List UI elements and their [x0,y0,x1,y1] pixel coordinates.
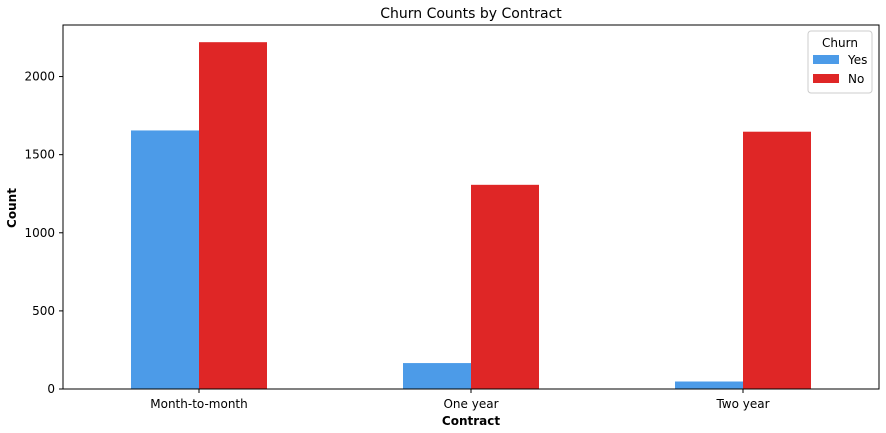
bar-no-0 [199,42,267,390]
bar-no-1 [471,184,539,389]
y-tick-label: 0 [47,382,55,396]
plot-area: 0 500 1000 1500 2000 Month-to-month One year Tw… [24,24,880,411]
chart-title: Churn Counts by Contract [380,6,562,22]
x-tick-label: Two year [715,397,769,411]
y-tick-label: 500 [32,304,55,318]
legend-title: Churn [822,36,858,50]
y-tick-label: 2000 [24,70,55,84]
x-tick-label: One year [443,397,498,411]
bar-yes-1 [403,363,471,389]
legend-label-no: No [848,72,864,86]
y-tick-label: 1500 [24,148,55,162]
legend: Churn Yes No [807,30,873,94]
bar-yes-2 [675,381,743,389]
legend-label-yes: Yes [847,53,867,67]
legend-swatch-yes [813,55,839,64]
bar-no-2 [743,131,811,389]
bar-yes-0 [131,130,199,390]
x-axis-title: Contract [442,414,500,428]
y-tick-label: 1000 [24,226,55,240]
y-axis-title: Count [5,188,19,228]
legend-swatch-no [813,74,839,83]
x-tick-label: Month-to-month [150,397,248,411]
